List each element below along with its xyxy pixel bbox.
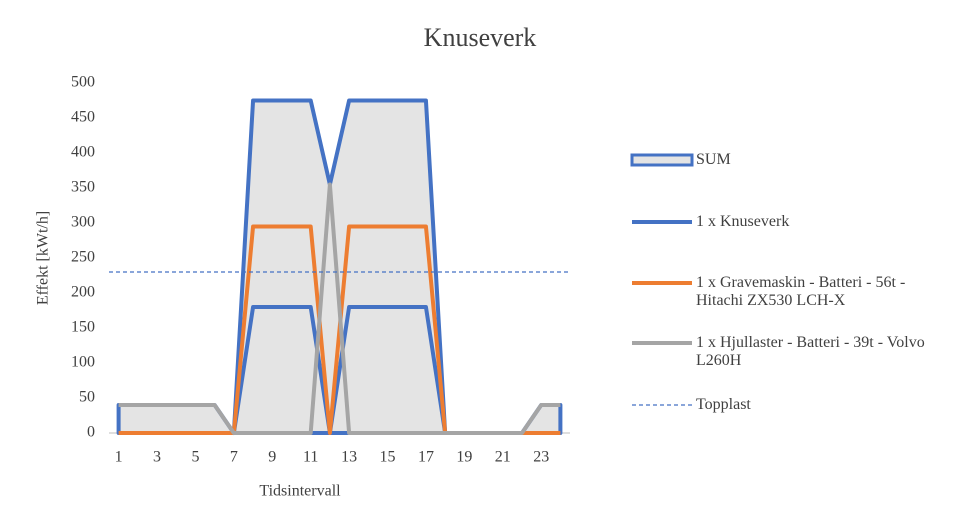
legend-label: 1 x Gravemaskin - Batteri - 56t - Hitach… (696, 274, 906, 309)
x-tick-label: 15 (380, 449, 396, 466)
y-tick-label: 150 (71, 319, 95, 336)
x-axis-label: Tidsintervall (259, 483, 341, 500)
y-tick-label: 50 (79, 389, 95, 406)
x-tick-label: 11 (303, 449, 318, 466)
y-tick-label: 200 (71, 284, 95, 301)
legend-label: 1 x Knuseverk (696, 213, 790, 230)
y-axis-label: Effekt [kWt/h] (35, 211, 52, 305)
y-tick-label: 350 (71, 179, 95, 196)
series-line (118, 182, 561, 435)
y-tick-label: 300 (71, 214, 95, 231)
legend-label: 1 x Hjullaster - Batteri - 39t - Volvo L… (696, 334, 925, 369)
x-tick-label: 1 (115, 449, 123, 466)
chart-title: Knuseverk (424, 23, 537, 52)
y-tick-label: 250 (71, 249, 95, 266)
x-tick-label: 7 (230, 449, 238, 466)
legend-label: SUM (696, 151, 731, 168)
x-tick-label: 17 (418, 449, 434, 466)
x-tick-label: 19 (456, 449, 472, 466)
legend-label: Topplast (696, 396, 751, 413)
x-tick-label: 13 (341, 449, 357, 466)
x-tick-label: 21 (495, 449, 511, 466)
y-tick-label: 500 (71, 74, 95, 91)
x-tick-label: 5 (191, 449, 199, 466)
x-tick-label: 3 (153, 449, 161, 466)
y-tick-label: 100 (71, 354, 95, 371)
y-tick-label: 400 (71, 144, 95, 161)
x-tick-label: 23 (533, 449, 549, 466)
legend-marker (630, 153, 694, 167)
y-tick-label: 450 (71, 109, 95, 126)
y-tick-label: 0 (87, 424, 95, 441)
x-tick-label: 9 (268, 449, 276, 466)
